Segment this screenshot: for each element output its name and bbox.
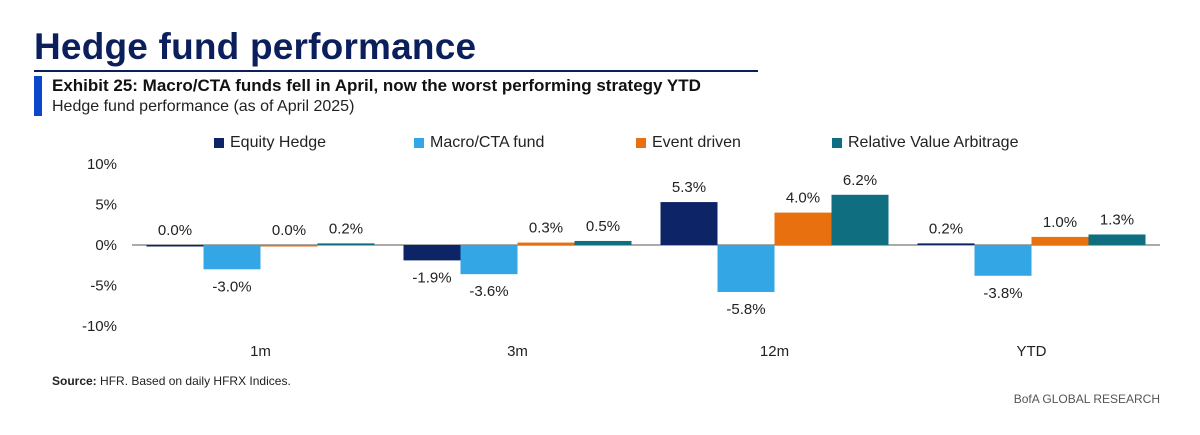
legend-label: Macro/CTA fund xyxy=(430,134,545,151)
legend-swatch xyxy=(414,138,424,148)
y-tick-label: -10% xyxy=(82,318,117,335)
data-label: 0.0% xyxy=(272,222,306,239)
data-label: 0.3% xyxy=(529,220,563,237)
bar xyxy=(517,242,575,245)
legend-swatch xyxy=(214,138,224,148)
source-text: HFR. Based on daily HFRX Indices. xyxy=(100,374,291,388)
data-label: -3.8% xyxy=(983,285,1022,302)
bar xyxy=(917,243,975,245)
bar xyxy=(774,212,832,245)
data-label: 0.2% xyxy=(929,220,963,237)
legend-label: Relative Value Arbitrage xyxy=(848,134,1019,151)
source-note: Source: HFR. Based on daily HFRX Indices… xyxy=(52,374,291,388)
legend-swatch xyxy=(636,138,646,148)
bar xyxy=(146,245,204,247)
bar xyxy=(831,194,889,245)
exhibit-subtitle: Hedge fund performance (as of April 2025… xyxy=(52,98,355,115)
x-tick-label: 12m xyxy=(760,343,789,360)
brand-footer: BofA GLOBAL RESEARCH xyxy=(1013,392,1160,406)
bar xyxy=(717,245,775,292)
exhibit-title: Exhibit 25: Macro/CTA funds fell in Apri… xyxy=(52,76,701,95)
bar xyxy=(1031,236,1089,245)
chart-legend: Equity Hedge Macro/CTA fund Event driven… xyxy=(0,134,1200,154)
exhibit-accent-bar xyxy=(34,76,42,116)
data-label: 0.5% xyxy=(586,218,620,235)
data-label: 0.2% xyxy=(329,220,363,237)
data-label: -3.6% xyxy=(469,283,508,300)
y-tick-label: 0% xyxy=(95,237,117,254)
x-tick-label: 3m xyxy=(507,343,528,360)
legend-label: Equity Hedge xyxy=(230,134,327,151)
y-tick-label: 10% xyxy=(87,156,117,173)
bar xyxy=(203,245,261,270)
x-tick-label: YTD xyxy=(1017,343,1047,360)
data-label: 5.3% xyxy=(672,179,706,196)
legend-item-equity-hedge: Equity Hedge xyxy=(214,134,326,152)
page-title: Hedge fund performance xyxy=(34,26,477,67)
legend-item-macro-cta: Macro/CTA fund xyxy=(414,134,544,152)
data-label: 1.3% xyxy=(1100,211,1134,228)
legend-swatch xyxy=(832,138,842,148)
bar xyxy=(1088,234,1146,245)
bar xyxy=(974,245,1032,276)
y-tick-label: 5% xyxy=(95,197,117,214)
bar xyxy=(260,245,318,247)
bar-chart: 10% 5% 0% -5% -10% 0.0% -3.0% 0.0% 0.2% 1m -1.9% -3… xyxy=(82,156,1160,360)
data-label: -1.9% xyxy=(412,269,451,286)
legend-item-relative-value: Relative Value Arbitrage xyxy=(832,134,1018,152)
data-label: -5.8% xyxy=(726,301,765,318)
legend-item-event-driven: Event driven xyxy=(636,134,741,152)
bar xyxy=(403,245,461,261)
y-tick-label: -5% xyxy=(90,278,117,295)
bar xyxy=(460,245,518,275)
data-label: 4.0% xyxy=(786,190,820,207)
data-label: -3.0% xyxy=(212,278,251,295)
bar xyxy=(660,202,718,245)
x-tick-label: 1m xyxy=(250,343,271,360)
bar xyxy=(574,240,632,245)
data-label: 6.2% xyxy=(843,172,877,189)
legend-label: Event driven xyxy=(652,134,741,151)
source-label: Source: xyxy=(52,374,97,388)
bar xyxy=(317,243,375,245)
title-rule xyxy=(34,70,758,72)
data-label: 1.0% xyxy=(1043,214,1077,231)
data-label: 0.0% xyxy=(158,222,192,239)
